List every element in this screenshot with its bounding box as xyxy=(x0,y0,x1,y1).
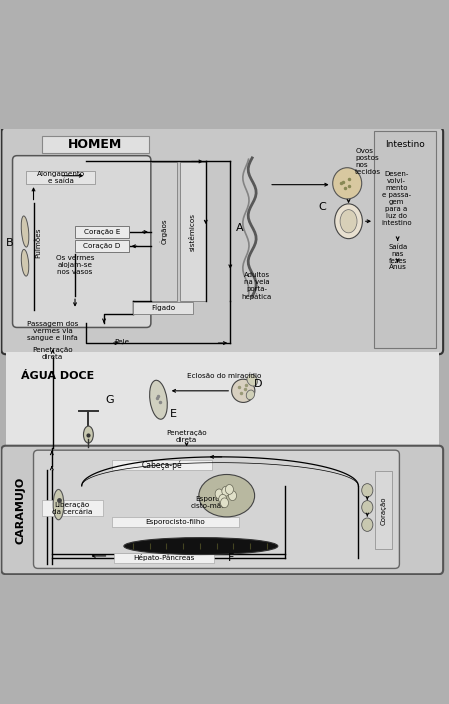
Text: Passagem dos
vermes via
sangue e linfa: Passagem dos vermes via sangue e linfa xyxy=(27,321,79,341)
Text: Esporo-
cisto-mãe: Esporo- cisto-mãe xyxy=(191,496,227,509)
Bar xyxy=(75,226,128,238)
Text: Penetração
direta: Penetração direta xyxy=(166,430,207,444)
Ellipse shape xyxy=(215,489,223,499)
Bar xyxy=(6,352,439,448)
Ellipse shape xyxy=(21,216,29,247)
Text: Os vermes
alojam-se
nos vasos: Os vermes alojam-se nos vasos xyxy=(56,255,94,275)
Text: HOMEM: HOMEM xyxy=(68,138,122,151)
Bar xyxy=(375,471,392,549)
Text: Ânus: Ânus xyxy=(389,263,407,270)
Text: CARAMUJO: CARAMUJO xyxy=(16,477,26,543)
Text: Penetração
direta: Penetração direta xyxy=(32,347,73,360)
Text: Órgãos: Órgãos xyxy=(160,219,167,244)
Bar xyxy=(133,301,193,314)
Text: D: D xyxy=(254,379,262,389)
FancyBboxPatch shape xyxy=(13,156,151,327)
Ellipse shape xyxy=(21,249,29,276)
Bar xyxy=(26,171,95,184)
Text: G: G xyxy=(105,395,114,405)
Text: Fígado: Fígado xyxy=(151,305,175,311)
Ellipse shape xyxy=(362,484,373,497)
Ellipse shape xyxy=(222,486,230,496)
Text: Pele: Pele xyxy=(114,339,129,345)
Text: Ovos
postos
nos
tecidos: Ovos postos nos tecidos xyxy=(355,148,381,175)
Bar xyxy=(42,136,149,153)
FancyBboxPatch shape xyxy=(34,450,400,568)
Bar xyxy=(151,163,177,301)
Bar xyxy=(180,163,206,301)
Text: Alongamento
e saída: Alongamento e saída xyxy=(37,171,85,184)
Text: Coração: Coração xyxy=(381,496,387,524)
Ellipse shape xyxy=(225,484,233,494)
Bar xyxy=(75,240,128,253)
Bar xyxy=(112,460,212,470)
Text: Esporocisto-filho: Esporocisto-filho xyxy=(145,519,205,525)
Text: sistêmicos: sistêmicos xyxy=(190,213,196,251)
Ellipse shape xyxy=(219,494,227,504)
Text: Coração D: Coração D xyxy=(83,244,120,249)
Text: Adultos
na veia
porta-
hepática: Adultos na veia porta- hepática xyxy=(242,272,272,300)
Ellipse shape xyxy=(53,489,64,520)
Text: Desen-
volvi-
mento
e passa-
gem
para a
luz do
intestino: Desen- volvi- mento e passa- gem para a … xyxy=(381,170,412,225)
Text: Coração E: Coração E xyxy=(84,229,120,235)
Ellipse shape xyxy=(229,491,237,501)
Text: Liberação
da cercária: Liberação da cercária xyxy=(52,502,92,515)
Text: ÁGUA DOCE: ÁGUA DOCE xyxy=(21,370,94,381)
Text: C: C xyxy=(319,202,326,212)
Bar xyxy=(114,553,214,562)
Ellipse shape xyxy=(232,379,255,403)
Ellipse shape xyxy=(124,538,278,555)
FancyBboxPatch shape xyxy=(1,446,443,574)
Ellipse shape xyxy=(199,474,255,517)
Ellipse shape xyxy=(150,380,167,419)
Bar xyxy=(43,500,103,516)
Bar xyxy=(112,517,239,527)
Text: B: B xyxy=(5,238,13,248)
Ellipse shape xyxy=(246,390,255,400)
Ellipse shape xyxy=(333,168,362,199)
Ellipse shape xyxy=(362,501,373,514)
Ellipse shape xyxy=(220,498,229,508)
Ellipse shape xyxy=(362,518,373,532)
Text: Hépato-Pâncreas: Hépato-Pâncreas xyxy=(133,554,194,561)
Text: Intestino: Intestino xyxy=(385,140,425,149)
Text: Saída
nas
fezes: Saída nas fezes xyxy=(388,244,407,264)
Text: Eclosão do miracídio: Eclosão do miracídio xyxy=(187,372,262,379)
Text: Cabeça-pé: Cabeça-pé xyxy=(142,460,182,470)
Ellipse shape xyxy=(335,204,362,239)
Ellipse shape xyxy=(247,374,257,386)
Bar xyxy=(374,131,436,348)
FancyBboxPatch shape xyxy=(1,127,443,354)
Text: Pulmões: Pulmões xyxy=(35,227,41,258)
Text: F: F xyxy=(228,553,234,562)
Ellipse shape xyxy=(340,210,357,233)
Text: E: E xyxy=(170,408,177,419)
Ellipse shape xyxy=(84,426,93,443)
Text: A: A xyxy=(236,223,244,233)
